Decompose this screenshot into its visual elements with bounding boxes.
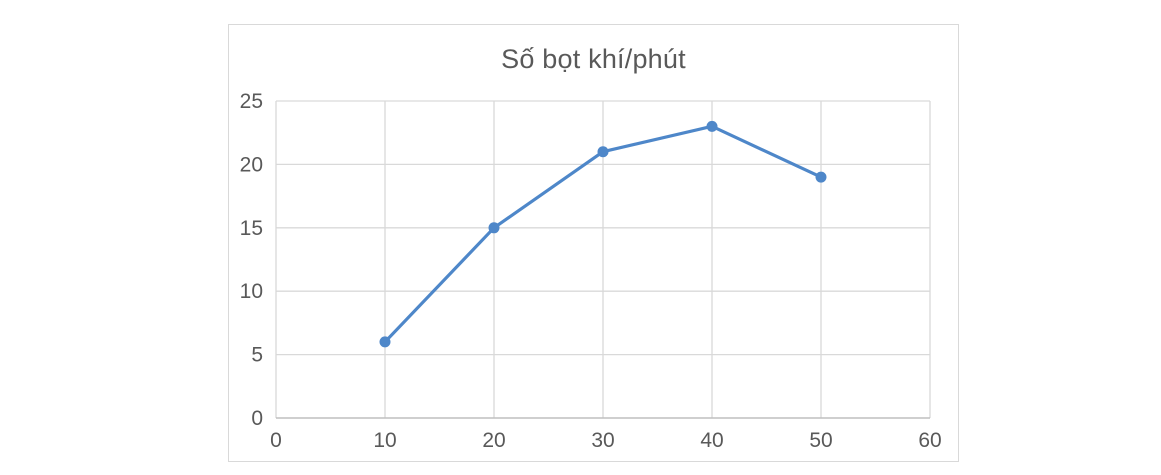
data-point-50 xyxy=(815,171,827,183)
data-point-40 xyxy=(706,120,718,132)
y-tick-label-25: 25 xyxy=(240,90,263,113)
plot-area: 0 10 20 30 40 50 60 0 5 10 15 20 25 xyxy=(240,90,942,452)
x-tick-label-10: 10 xyxy=(373,429,396,452)
data-point-30 xyxy=(597,146,609,158)
y-tick-label-0: 0 xyxy=(251,407,263,430)
data-point-10 xyxy=(379,336,391,348)
x-tick-label-0: 0 xyxy=(270,429,282,452)
x-tick-label-60: 60 xyxy=(918,429,941,452)
x-tick-label-50: 50 xyxy=(809,429,832,452)
x-tick-label-20: 20 xyxy=(482,429,505,452)
data-point-20 xyxy=(488,222,500,234)
y-tick-label-15: 15 xyxy=(240,217,263,240)
chart-area: Số bọt khí/phút 0 10 20 30 40 50 60 0 5 10 15 20 25 xyxy=(228,24,959,462)
y-tick-label-20: 20 xyxy=(240,153,263,176)
chart-title: Số bọt khí/phút xyxy=(501,44,686,74)
y-tick-label-5: 5 xyxy=(251,344,263,367)
x-tick-label-30: 30 xyxy=(591,429,614,452)
x-tick-label-40: 40 xyxy=(700,429,723,452)
y-tick-label-10: 10 xyxy=(240,280,263,303)
